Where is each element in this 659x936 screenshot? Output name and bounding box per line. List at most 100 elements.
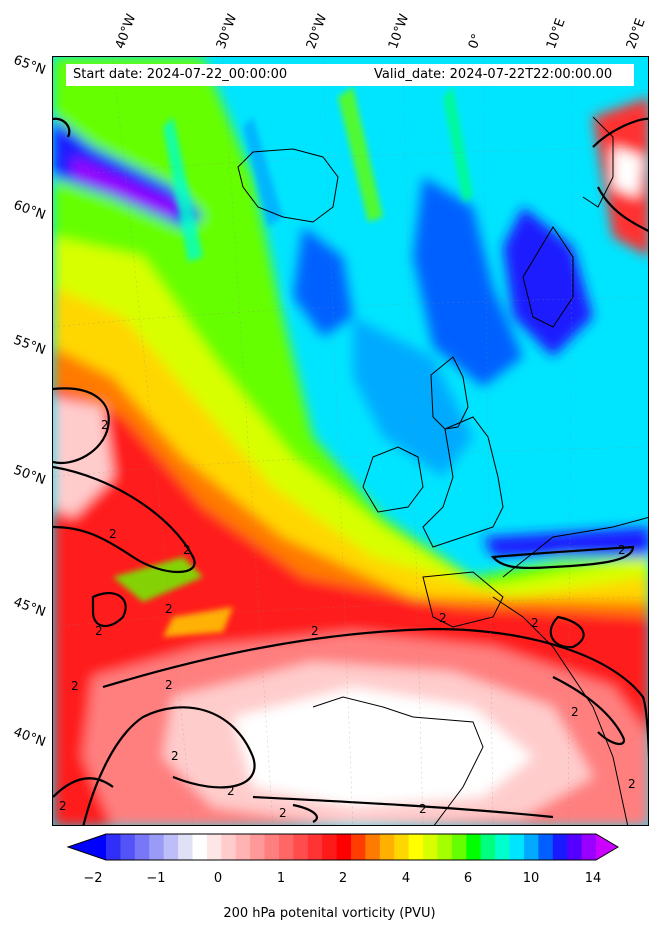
map-panel: 2 2 2 2 2 2 2 2 2 2 2 2 2 2 2 2 2 2 — [52, 56, 649, 826]
colorbar-swatch — [206, 834, 222, 860]
scandinavia-coast — [582, 116, 614, 208]
colorbar-swatch — [408, 834, 424, 860]
colorbar-swatch — [322, 834, 338, 860]
colorbar-swatch — [538, 834, 554, 860]
contour-label: 2 — [628, 777, 636, 791]
contour-label: 2 — [71, 679, 79, 693]
pv-field-shading — [53, 57, 648, 825]
pv-streaks — [113, 87, 473, 637]
england-coast — [422, 416, 504, 548]
mediterranean-coast — [492, 596, 629, 825]
colorbar-swatch — [120, 834, 136, 860]
contour-label: 2 — [59, 799, 67, 813]
contour-label: 2 — [165, 602, 173, 616]
colorbar-swatch — [394, 834, 410, 860]
contour-label: 2 — [279, 806, 287, 820]
lat-label: 45°N — [11, 594, 48, 621]
colorbar-swatch — [423, 834, 438, 860]
potential-vorticity-map: 2 2 2 2 2 2 2 2 2 2 2 2 2 2 2 2 2 2 — [53, 57, 648, 825]
lat-label: 40°N — [11, 724, 48, 751]
contour-label: 2 — [101, 418, 109, 432]
colorbar-tick: 10 — [522, 871, 540, 886]
ireland-coast — [362, 446, 424, 513]
colorbar-swatch — [351, 834, 366, 860]
france-coast — [422, 571, 504, 628]
contour-label: 2 — [531, 616, 539, 630]
scotland-coast — [430, 356, 469, 430]
contour-label: 2 — [227, 784, 235, 798]
colorbar-extend-min — [68, 834, 106, 860]
lon-label: 10°W — [385, 12, 413, 51]
colorbar-swatch — [134, 834, 150, 860]
colorbar-title: 200 hPa potenital vorticity (PVU) — [223, 906, 436, 921]
colorbar-tick: 6 — [463, 871, 473, 886]
colorbar-swatch — [437, 834, 453, 860]
colorbar-swatch — [365, 834, 381, 860]
colorbar-swatch — [451, 834, 467, 860]
contour-label: 2 — [183, 543, 191, 557]
contour-label: 2 — [165, 678, 173, 692]
lon-label: 20°E — [623, 16, 649, 51]
colorbar-swatch — [336, 834, 352, 860]
colorbar-swatch — [264, 834, 280, 860]
colorbar-tick: −1 — [146, 871, 166, 886]
lat-label: 65°N — [11, 52, 48, 79]
colorbar-swatch — [293, 834, 309, 860]
colorbar-swatch — [567, 834, 583, 860]
colorbar-swatch — [178, 834, 193, 860]
colorbar-swatch — [466, 834, 482, 860]
contour-labels: 2 2 2 2 2 2 2 2 2 2 2 2 2 2 2 2 2 2 — [59, 418, 636, 820]
contour-label: 2 — [618, 543, 626, 557]
contour-label: 2 — [571, 705, 579, 719]
contour-label: 2 — [95, 624, 103, 638]
colorbar-swatch — [495, 834, 511, 860]
graticule — [53, 57, 648, 825]
colorbar-swatch — [149, 834, 165, 860]
contour-label: 2 — [171, 749, 179, 763]
coastlines — [237, 116, 648, 825]
colorbar-tick: 4 — [401, 871, 411, 886]
iceland-coast — [237, 148, 339, 223]
colorbar-tick: 14 — [584, 871, 602, 886]
colorbar-swatch — [523, 834, 539, 860]
lon-label: 40°W — [112, 12, 140, 51]
lon-label: 30°W — [213, 12, 241, 51]
colorbar — [66, 833, 619, 861]
header-box — [66, 64, 634, 86]
contour-label: 2 — [439, 611, 447, 625]
colorbar-tick: 1 — [276, 871, 286, 886]
lon-label: 10°E — [543, 16, 569, 51]
colorbar-tick: 0 — [213, 871, 223, 886]
colorbar-swatch — [307, 834, 323, 860]
contour-label: 2 — [311, 624, 319, 638]
colorbar-swatch — [221, 834, 237, 860]
colorbar-swatch — [235, 834, 251, 860]
colorbar-tick: 2 — [338, 871, 348, 886]
contour-label: 2 — [419, 802, 427, 816]
lon-label: 0° — [465, 31, 486, 51]
lat-label: 50°N — [11, 462, 48, 489]
pv-2-contours — [53, 117, 648, 825]
norway-coast — [522, 226, 574, 328]
colorbar-swatch — [480, 834, 496, 860]
colorbar-tick: −2 — [83, 871, 103, 886]
iberia-coast — [312, 696, 484, 825]
colorbar-swatch — [106, 834, 121, 860]
colorbar-swatch — [192, 834, 208, 860]
colorbar-outline — [66, 833, 619, 861]
colorbar-swatch — [509, 834, 525, 860]
lat-label: 60°N — [11, 197, 48, 224]
lon-label: 20°W — [303, 12, 331, 51]
colorbar-swatch — [163, 834, 179, 860]
colorbar-swatch — [250, 834, 266, 860]
colorbar-swatch — [552, 834, 568, 860]
lat-label: 55°N — [11, 332, 48, 359]
northsea-coast — [502, 517, 648, 578]
colorbar-swatch — [278, 834, 294, 860]
colorbar-extend-max — [596, 834, 618, 860]
start-date-label: Start date: 2024-07-22_00:00:00 — [73, 67, 288, 82]
colorbar-swatch — [581, 834, 597, 860]
valid-date-label: Valid_date: 2024-07-22T22:00:00.00 — [374, 67, 613, 82]
contour-label: 2 — [109, 527, 117, 541]
colorbar-swatch — [379, 834, 395, 860]
